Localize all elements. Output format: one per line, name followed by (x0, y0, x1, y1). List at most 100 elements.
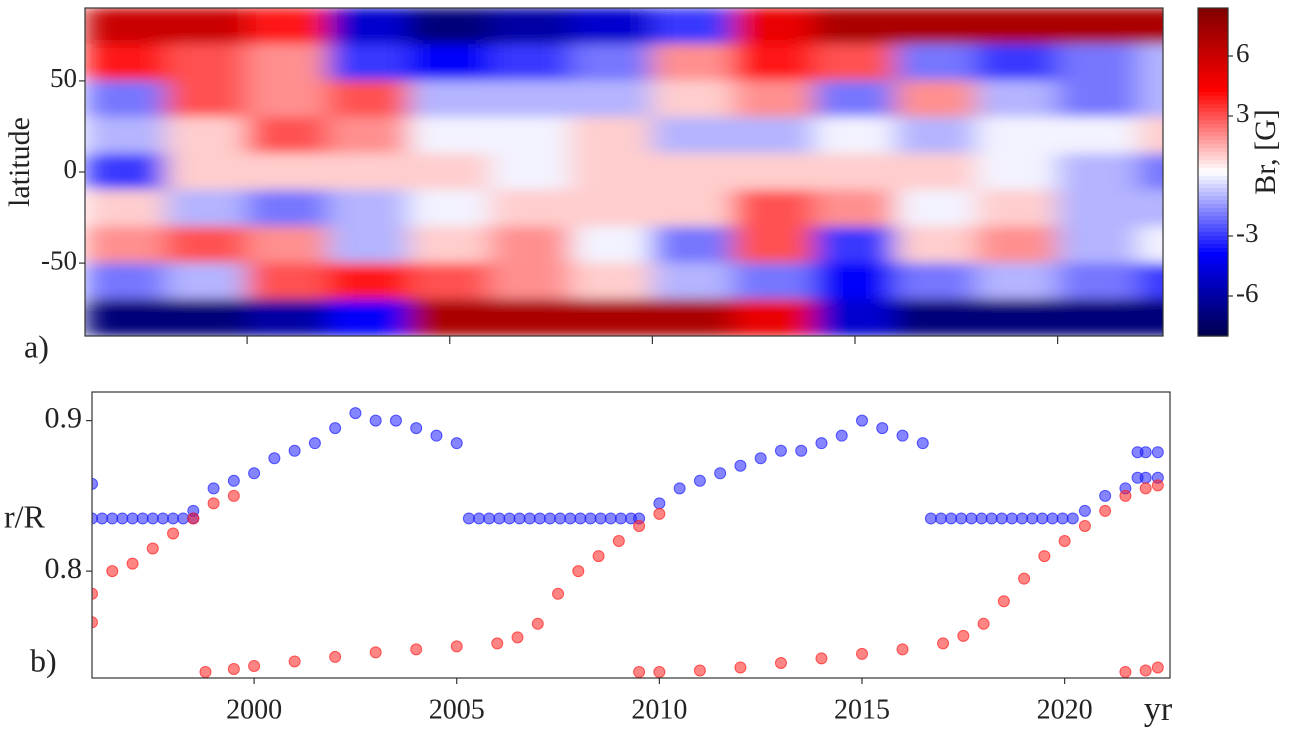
colorbar-slice (1198, 100, 1228, 105)
point (937, 637, 950, 650)
colorbar-slice (1198, 292, 1228, 297)
point (227, 489, 240, 502)
colorbar-slice (1198, 276, 1228, 281)
heatmap-cell (165, 153, 248, 191)
heatmap-cell (327, 43, 410, 82)
point (896, 429, 909, 442)
heatmap-cell (165, 43, 248, 82)
colorbar-slice (1198, 228, 1228, 233)
heatmap-cell (976, 226, 1059, 264)
colorbar-slice (1198, 12, 1228, 17)
x-axis-label: yr (1144, 691, 1173, 728)
colorbar-slice (1198, 188, 1228, 193)
point (329, 422, 342, 435)
heatmap-cell (570, 153, 653, 191)
point (985, 512, 998, 525)
heatmap-cell (85, 80, 167, 118)
heatmap-cell (570, 80, 653, 118)
colorbar-slice (1198, 320, 1228, 325)
point (916, 437, 929, 450)
point (1016, 512, 1029, 525)
point (633, 519, 646, 532)
point (714, 467, 727, 480)
heatmap-cell (246, 262, 329, 301)
heatmap-cell (895, 262, 978, 301)
heatmap-cell (246, 116, 329, 155)
point (462, 512, 475, 525)
heatmap-cell (732, 226, 815, 264)
heatmap-cell (85, 226, 167, 264)
point (511, 631, 524, 644)
heatmap-cell (1057, 43, 1140, 82)
point (1139, 664, 1152, 677)
heatmap-cell (976, 189, 1059, 228)
point (1151, 446, 1164, 459)
y-tick-label: 0 (64, 154, 78, 184)
point (1099, 504, 1112, 517)
colorbar-slice (1198, 224, 1228, 229)
heatmap-cell (246, 43, 329, 82)
point (156, 512, 169, 525)
point (1078, 504, 1091, 517)
heatmap-cell (732, 153, 815, 191)
heatmap-cell (1138, 116, 1163, 155)
point (329, 650, 342, 663)
colorbar-slice (1198, 212, 1228, 217)
point (248, 659, 261, 672)
point (531, 617, 544, 630)
heatmap-cell (85, 153, 167, 191)
colorbar-slice (1198, 96, 1228, 101)
heatmap-cell (408, 8, 491, 45)
heatmap-cell (813, 299, 897, 336)
colorbar-slice (1198, 116, 1228, 121)
point (734, 459, 747, 472)
heatmap-cell (651, 226, 734, 264)
heatmap-cell (246, 299, 329, 336)
heatmap-cell (408, 116, 491, 155)
colorbar-slice (1198, 120, 1228, 125)
point (977, 617, 990, 630)
point (945, 512, 958, 525)
point (187, 512, 200, 525)
heatmap-cell (489, 43, 572, 82)
point (693, 474, 706, 487)
point (1139, 482, 1152, 495)
point (815, 437, 828, 450)
point (207, 482, 220, 495)
heatmap-cell (165, 80, 248, 118)
heatmap-field (85, 8, 1163, 336)
point (1119, 489, 1132, 502)
point (592, 550, 605, 563)
colorbar-slice (1198, 20, 1228, 25)
colorbar-slice (1198, 296, 1228, 301)
point (584, 512, 597, 525)
heatmap-cell (895, 226, 978, 264)
point (513, 512, 526, 525)
heatmap-cell (1057, 80, 1140, 118)
point (450, 437, 463, 450)
heatmap-cell (651, 80, 734, 118)
heatmap-cell (165, 116, 248, 155)
point (856, 414, 868, 427)
heatmap (85, 8, 1163, 336)
heatmap-cell (895, 189, 978, 228)
colorbar-slice (1198, 288, 1228, 293)
heatmap-cell (570, 299, 653, 336)
heatmap-cell (813, 8, 897, 45)
point (997, 595, 1010, 608)
point (1038, 550, 1051, 563)
heatmap-cell (813, 80, 897, 118)
colorbar-slice (1198, 52, 1228, 57)
heatmap-cell (327, 262, 410, 301)
colorbar-slice (1198, 68, 1228, 73)
heatmap-cell (489, 226, 572, 264)
point (410, 422, 423, 435)
heatmap-cell (489, 189, 572, 228)
heatmap-cell (895, 8, 978, 45)
colorbar-slice (1198, 76, 1228, 81)
colorbar-slice (1198, 216, 1228, 221)
colorbar-slice (1198, 332, 1228, 337)
colorbar-slice (1198, 156, 1228, 161)
heatmap-cell (165, 189, 248, 228)
